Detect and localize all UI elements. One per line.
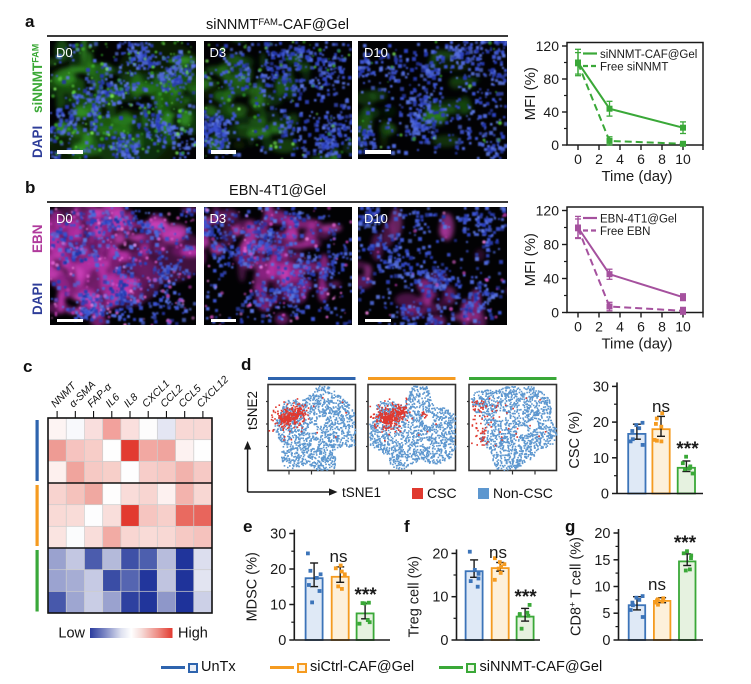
svg-text:Time (day): Time (day) [601, 168, 672, 185]
svg-text:ns: ns [330, 547, 348, 566]
svg-text:***: *** [674, 533, 697, 554]
svg-text:15: 15 [594, 553, 610, 569]
svg-text:10: 10 [432, 590, 448, 606]
svg-text:4: 4 [616, 151, 624, 167]
svg-text:0: 0 [602, 633, 610, 649]
svg-text:ns: ns [648, 575, 666, 594]
svg-text:CSC (%): CSC (%) [567, 411, 583, 468]
svg-text:MDSC (%): MDSC (%) [244, 552, 260, 621]
svg-text:8: 8 [658, 319, 666, 335]
svg-text:0: 0 [574, 319, 582, 335]
svg-text:0: 0 [551, 137, 559, 153]
svg-text:120: 120 [536, 203, 560, 219]
svg-text:10: 10 [593, 451, 609, 467]
svg-text:10: 10 [675, 319, 691, 335]
svg-text:10: 10 [270, 598, 286, 614]
svg-text:120: 120 [536, 38, 560, 54]
svg-text:6: 6 [637, 151, 645, 167]
svg-text:10: 10 [675, 151, 691, 167]
svg-text:2: 2 [595, 151, 603, 167]
svg-text:***: *** [355, 585, 378, 606]
svg-text:0: 0 [440, 633, 448, 649]
svg-text:30: 30 [593, 379, 609, 395]
svg-text:20: 20 [593, 415, 609, 431]
svg-text:6: 6 [637, 319, 645, 335]
svg-text:0: 0 [551, 305, 559, 321]
svg-text:IL8: IL8 [122, 391, 141, 410]
svg-text:0: 0 [574, 151, 582, 167]
svg-text:30: 30 [270, 527, 286, 543]
svg-text:10: 10 [594, 580, 610, 596]
svg-text:ns: ns [652, 397, 670, 416]
svg-text:0: 0 [601, 487, 609, 503]
svg-text:20: 20 [432, 546, 448, 562]
svg-text:0: 0 [278, 633, 286, 649]
svg-text:Free siNNMT: Free siNNMT [600, 62, 668, 74]
svg-text:80: 80 [543, 237, 559, 253]
svg-text:40: 40 [543, 271, 559, 287]
svg-text:20: 20 [270, 562, 286, 578]
svg-text:8: 8 [658, 151, 666, 167]
svg-text:CD8+ T cell (%): CD8+ T cell (%) [568, 537, 585, 636]
svg-text:Time (day): Time (day) [601, 336, 672, 353]
svg-text:MFI (%): MFI (%) [522, 233, 539, 286]
svg-text:Free EBN: Free EBN [600, 226, 651, 238]
svg-text:5: 5 [602, 606, 610, 622]
svg-text:2: 2 [595, 319, 603, 335]
svg-text:40: 40 [543, 104, 559, 120]
svg-text:siNNMT-CAF@Gel: siNNMT-CAF@Gel [600, 49, 697, 61]
svg-text:Treg cell (%): Treg cell (%) [407, 556, 423, 638]
svg-text:20: 20 [594, 526, 610, 542]
svg-text:EBN-4T1@Gel: EBN-4T1@Gel [600, 214, 677, 226]
svg-text:4: 4 [616, 319, 624, 335]
svg-text:MFI (%): MFI (%) [522, 67, 539, 120]
svg-text:High: High [178, 626, 208, 642]
svg-text:ns: ns [489, 543, 507, 562]
svg-text:***: *** [515, 587, 538, 608]
svg-text:80: 80 [543, 71, 559, 87]
svg-text:Low: Low [58, 626, 85, 642]
svg-text:***: *** [676, 439, 699, 460]
